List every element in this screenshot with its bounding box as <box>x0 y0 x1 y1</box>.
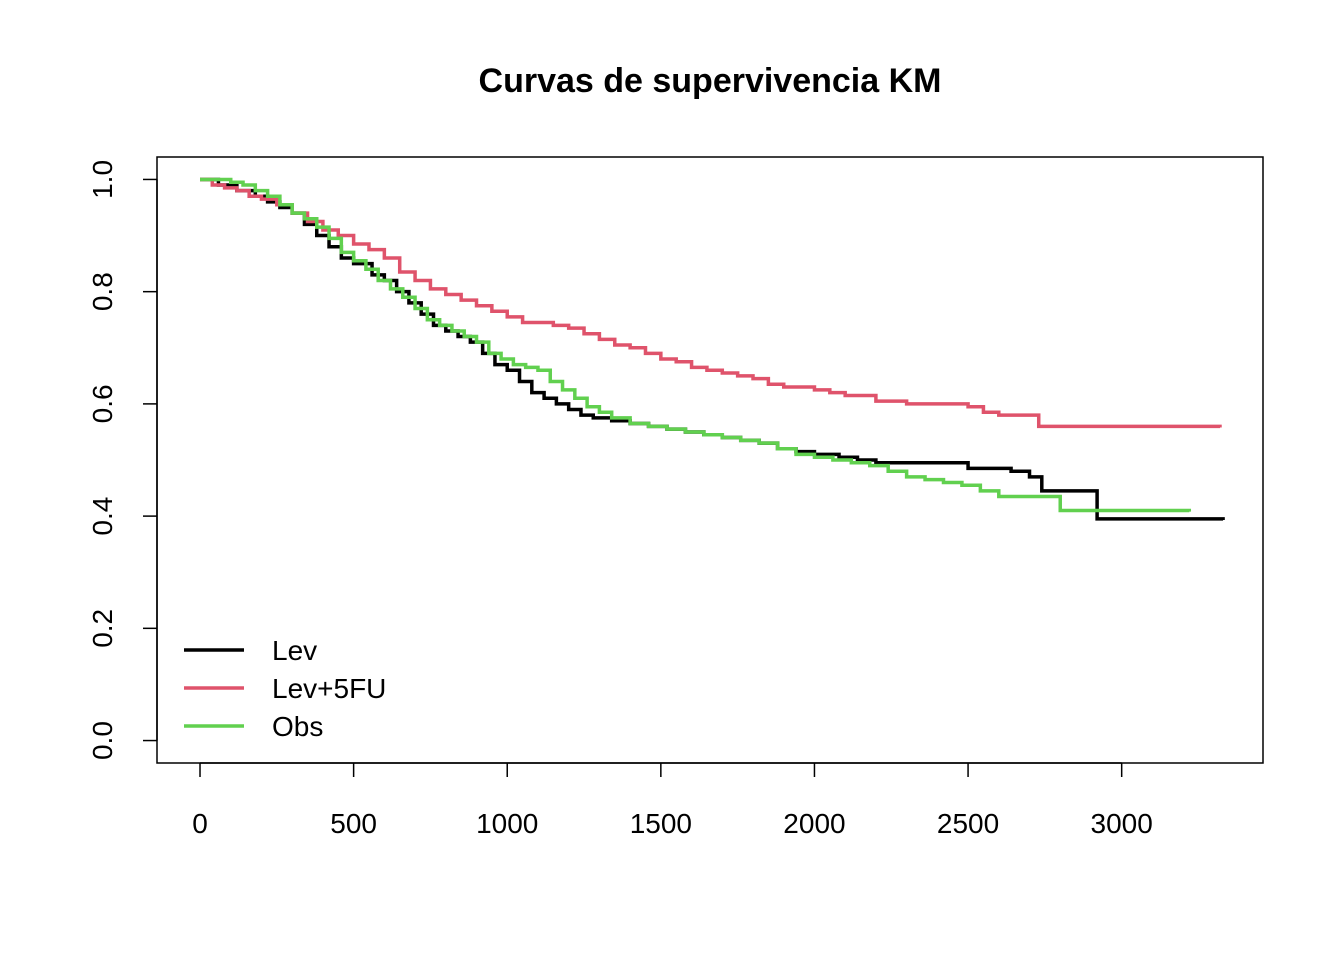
y-tick-label: 1.0 <box>87 160 118 199</box>
y-tick-label: 0.8 <box>87 272 118 311</box>
legend-label: Obs <box>272 711 323 742</box>
y-tick-label: 0.6 <box>87 384 118 423</box>
x-tick-label: 500 <box>330 808 377 839</box>
x-tick-label: 3000 <box>1091 808 1153 839</box>
x-tick-label: 2500 <box>937 808 999 839</box>
x-tick-label: 1000 <box>476 808 538 839</box>
chart-title: Curvas de supervivencia KM <box>479 62 942 100</box>
x-tick-label: 2000 <box>783 808 845 839</box>
y-axis: 0.0 0.2 0.4 0.6 0.8 1.0 <box>87 160 158 760</box>
series-line-2 <box>200 177 1222 429</box>
legend-label: Lev+5FU <box>272 673 386 704</box>
y-tick-label: 0.2 <box>87 609 118 648</box>
legend: Lev Lev+5FU Obs <box>184 635 386 742</box>
series-lines <box>200 177 1225 521</box>
series-line-1 <box>200 177 1225 521</box>
y-tick-label: 0.4 <box>87 497 118 536</box>
x-tick-label: 0 <box>192 808 208 839</box>
x-tick-label: 1500 <box>630 808 692 839</box>
legend-label: Lev <box>272 635 317 666</box>
x-axis: 0 500 1000 1500 2000 2500 3000 <box>192 762 1153 839</box>
y-tick-label: 0.0 <box>87 721 118 760</box>
series-line-3 <box>200 177 1192 513</box>
